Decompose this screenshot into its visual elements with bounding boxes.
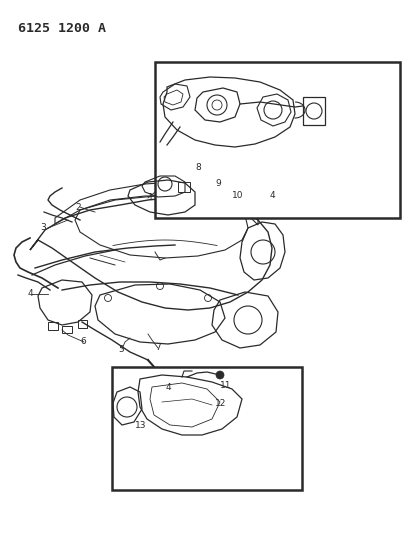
Text: 4: 4: [166, 384, 172, 392]
Text: 11: 11: [220, 381, 231, 390]
Bar: [62, 326, 72, 333]
Text: 1: 1: [148, 193, 154, 203]
Bar: [48, 322, 58, 330]
Text: 10: 10: [232, 191, 244, 200]
Bar: [112, 367, 302, 490]
Text: 12: 12: [215, 399, 226, 408]
Text: 2: 2: [75, 203, 81, 212]
Text: 6: 6: [80, 337, 86, 346]
Circle shape: [216, 371, 224, 379]
Bar: [178, 182, 190, 192]
Text: 5: 5: [118, 344, 124, 353]
Text: 4: 4: [28, 289, 33, 298]
Text: 4: 4: [270, 191, 276, 200]
Bar: [303, 97, 325, 125]
Text: 3: 3: [40, 223, 46, 232]
Text: 13: 13: [135, 421, 146, 430]
Text: 9: 9: [215, 179, 221, 188]
Text: 8: 8: [195, 164, 201, 173]
Text: 7: 7: [155, 343, 161, 352]
Bar: [78, 320, 87, 328]
Bar: [155, 62, 400, 218]
Text: 6125 1200 A: 6125 1200 A: [18, 21, 106, 35]
